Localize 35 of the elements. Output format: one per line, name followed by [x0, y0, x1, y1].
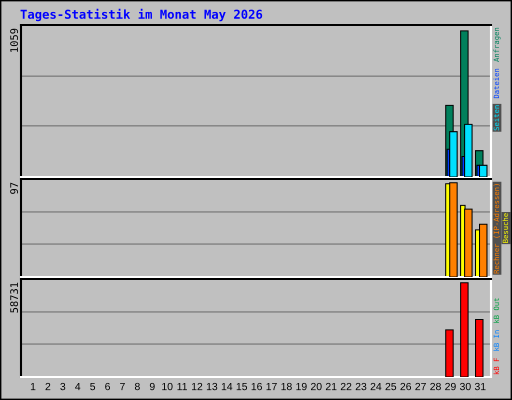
- x-tick-label: 27: [415, 382, 426, 390]
- x-tick-label: 14: [222, 382, 232, 390]
- x-tick-label: 11: [177, 382, 187, 390]
- text: 97: [10, 182, 18, 194]
- x-tick-label: 6: [105, 382, 110, 390]
- x-tick-label: 20: [311, 382, 322, 390]
- x-tick-label: 9: [150, 382, 155, 390]
- x-tick-label: 13: [206, 382, 218, 390]
- x-tick-label: 4: [75, 382, 80, 390]
- x-tick-label: 31: [474, 382, 486, 390]
- x-tick-label: 1: [30, 382, 36, 390]
- x-tick-label: 21: [326, 382, 336, 390]
- x-tick-label: 10: [162, 382, 173, 390]
- x-tick-label: 8: [134, 382, 140, 390]
- x-tick-label: 2: [46, 382, 50, 390]
- x-tick-label: 30: [460, 382, 471, 390]
- x-tick-label: 7: [120, 382, 125, 390]
- x-tick-label: 18: [281, 382, 292, 390]
- x-tick-label: 24: [370, 382, 382, 390]
- x-tick-label: 5: [90, 382, 96, 390]
- x-tick-label: 12: [192, 382, 202, 390]
- x-tick-label: 19: [296, 382, 307, 390]
- text: 1059: [10, 28, 18, 52]
- x-tick-label: 17: [266, 382, 277, 390]
- x-tick-label: 28: [430, 382, 441, 390]
- x-tick-label: 23: [356, 382, 366, 390]
- x-tick-label: 15: [236, 382, 248, 390]
- text: 58731: [10, 282, 18, 313]
- x-tick-label: 25: [386, 382, 396, 390]
- x-tick-label: 3: [60, 382, 66, 390]
- x-tick-label: 26: [400, 382, 412, 390]
- chart-title: Tages-Statistik im Monat May 2026: [20, 8, 262, 22]
- x-tick-label: 16: [252, 382, 262, 390]
- x-tick-label: 29: [445, 382, 456, 390]
- x-tick-label: 22: [340, 382, 352, 390]
